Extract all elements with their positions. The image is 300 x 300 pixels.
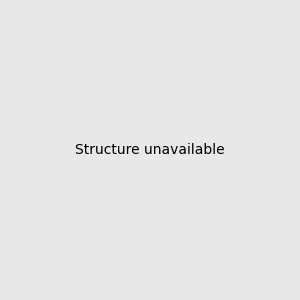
- Text: Structure unavailable: Structure unavailable: [75, 143, 225, 157]
